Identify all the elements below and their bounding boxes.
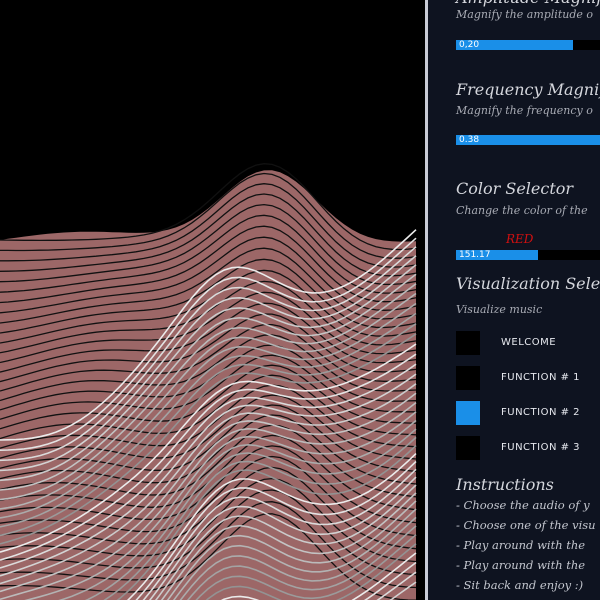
option-label: FUNCTION # 3 [501, 442, 581, 453]
surface-line [0, 383, 417, 585]
section-title: Frequency Magnifi [456, 80, 600, 99]
checkbox[interactable] [456, 401, 480, 425]
surface-line [0, 203, 417, 286]
surface-line [0, 163, 417, 251]
slider[interactable]: 151.17 [456, 250, 600, 260]
surface-line [0, 292, 417, 510]
color-channel: RED [506, 232, 534, 246]
surface-line [0, 236, 417, 314]
surface-line [0, 291, 417, 364]
instruction: - Choose the audio of y [456, 498, 590, 512]
section-title: Amplitude Magnifi [456, 0, 600, 7]
surface-line [135, 460, 417, 600]
surface-line [0, 333, 417, 545]
surface-line [0, 214, 417, 294]
surface-line [160, 492, 417, 600]
checkbox[interactable] [456, 366, 480, 390]
surface-line [0, 225, 417, 304]
surface-line [186, 525, 417, 600]
surface-line [0, 323, 417, 537]
section-title: Color Selector [456, 179, 574, 198]
surface-line [0, 193, 417, 277]
surface-line [0, 183, 417, 268]
surface-line [103, 436, 417, 600]
instruction: - Play around with the [456, 538, 586, 552]
surface-line [126, 453, 417, 600]
surface-line [205, 543, 417, 600]
surface-line [0, 312, 417, 528]
surface-line [166, 500, 417, 600]
option-label: FUNCTION # 2 [501, 407, 581, 418]
slider[interactable]: 0,20 [456, 40, 600, 50]
checkbox[interactable] [456, 331, 480, 355]
surface-line [116, 445, 417, 600]
instruction: - Choose one of the visu [456, 518, 596, 532]
instruction: - Sit back and enjoy :) [456, 578, 584, 592]
slider-value: 0.38 [459, 135, 480, 145]
surface-line [172, 508, 417, 600]
surface-line [0, 258, 417, 334]
option-label: FUNCTION # 1 [501, 372, 581, 383]
surface-line [0, 513, 417, 600]
surface-line [0, 353, 417, 561]
instruction: - Play around with the [456, 558, 586, 572]
divider [425, 0, 428, 600]
surface-line [0, 229, 417, 441]
section-subtitle: Visualize music [456, 303, 543, 316]
surface-line [0, 477, 417, 563]
surface-line [0, 283, 417, 501]
surface-line [0, 401, 417, 600]
surface-line [0, 414, 417, 485]
surface-line [195, 534, 417, 600]
surface-line [58, 419, 417, 600]
surface-line [24, 411, 417, 600]
surface-line [0, 501, 417, 589]
surface-line [84, 428, 417, 600]
surface-line [154, 484, 417, 600]
surface-line [0, 302, 417, 373]
surface-line [0, 255, 417, 472]
surface-line [148, 476, 417, 600]
section-title: Instructions [456, 475, 554, 494]
surface-line [142, 468, 417, 600]
section-title: Visualization Selec [456, 274, 600, 293]
surface-line [179, 516, 417, 600]
surface-line [0, 246, 417, 462]
section-subtitle: Magnify the frequency o [456, 104, 593, 117]
surface-line [0, 334, 417, 402]
music-visualization [0, 163, 417, 600]
section-subtitle: Change the color of the [456, 204, 588, 217]
control-panel: Amplitude Magnifi Magnify the amplitude … [428, 0, 600, 600]
surface-line [0, 373, 417, 577]
section-subtitle: Magnify the amplitude o [456, 8, 594, 21]
surface-line [0, 302, 417, 519]
slider-value: 151.17 [459, 250, 491, 260]
checkbox[interactable] [456, 436, 480, 460]
surface-line [0, 313, 417, 383]
surface-line [0, 172, 417, 259]
surface-line [0, 489, 417, 576]
slider-value: 0,20 [459, 40, 480, 50]
surface-line [0, 445, 417, 524]
surface-line [0, 343, 417, 553]
slider[interactable]: 0.38 [456, 135, 600, 145]
surface-line [0, 264, 417, 482]
surface-line [0, 273, 417, 491]
surface-line [0, 363, 417, 569]
option-label: WELCOME [501, 337, 557, 348]
surface-line [0, 237, 417, 451]
surface-line [0, 392, 417, 593]
surface-line [0, 323, 417, 392]
